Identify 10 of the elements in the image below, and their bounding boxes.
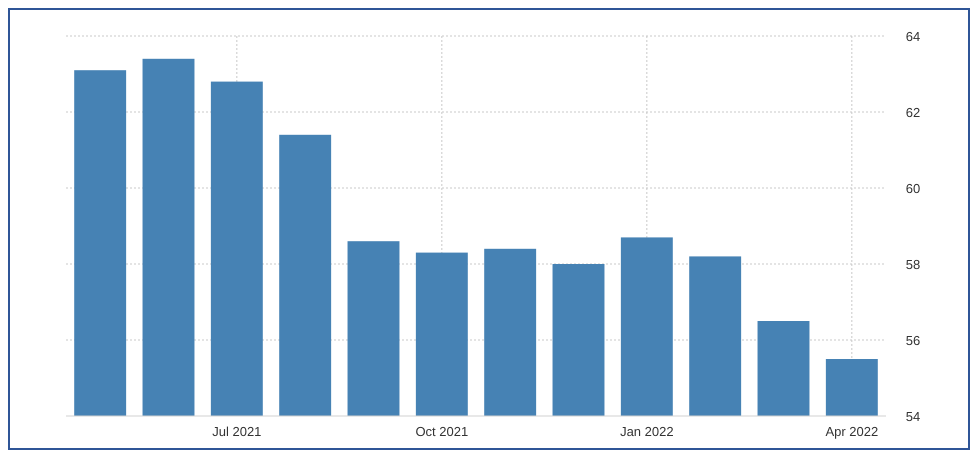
- y-tick-label: 64: [906, 29, 920, 44]
- y-tick-label: 56: [906, 333, 920, 348]
- y-tick-label: 62: [906, 105, 920, 120]
- x-tick-label: Apr 2022: [825, 424, 878, 439]
- x-tick-label: Jan 2022: [620, 424, 674, 439]
- y-tick-label: 58: [906, 257, 920, 272]
- y-tick-label: 54: [906, 409, 920, 424]
- y-tick-label: 60: [906, 181, 920, 196]
- x-tick-label: Oct 2021: [415, 424, 468, 439]
- x-tick-label: Jul 2021: [212, 424, 262, 439]
